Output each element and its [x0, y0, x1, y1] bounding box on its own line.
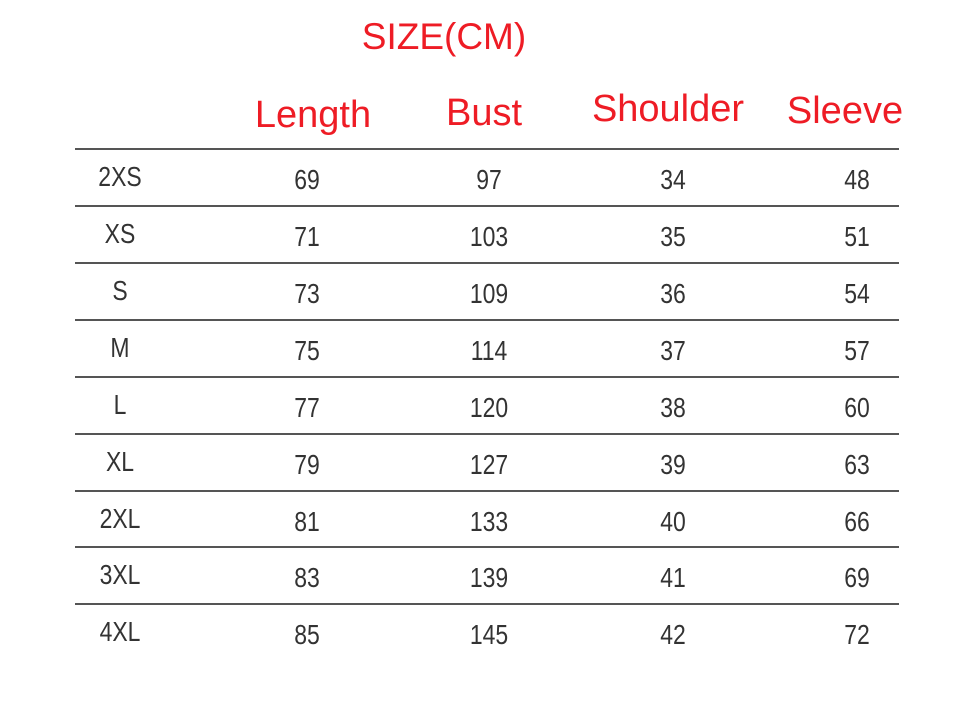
size-label: 4XL: [99, 616, 141, 647]
header-shoulder: Shoulder: [591, 88, 745, 130]
row-divider: [75, 319, 899, 321]
measurement-sleeve: 51: [844, 221, 870, 252]
measurement-sleeve: 72: [844, 619, 870, 650]
row-divider: [75, 376, 899, 378]
measurement-shoulder: 37: [660, 335, 686, 366]
measurement-shoulder: 39: [660, 449, 686, 480]
measurement-bust: 103: [469, 221, 509, 252]
measurement-sleeve: 63: [844, 449, 870, 480]
header-length: Length: [254, 94, 372, 136]
measurement-shoulder: 40: [660, 506, 686, 537]
measurement-length: 71: [294, 221, 320, 252]
row-divider: [75, 262, 899, 264]
size-label: M: [110, 332, 130, 363]
size-label: XS: [104, 218, 136, 249]
row-divider: [75, 546, 899, 548]
measurement-shoulder: 35: [660, 221, 686, 252]
measurement-bust: 145: [469, 619, 509, 650]
size-label: 3XL: [99, 559, 141, 590]
header-bust: Bust: [445, 92, 523, 134]
row-divider: [75, 433, 899, 435]
measurement-sleeve: 66: [844, 506, 870, 537]
measurement-shoulder: 34: [660, 164, 686, 195]
measurement-sleeve: 48: [844, 164, 870, 195]
measurement-length: 81: [294, 506, 320, 537]
measurement-length: 83: [294, 562, 320, 593]
measurement-shoulder: 36: [660, 278, 686, 309]
measurement-shoulder: 38: [660, 392, 686, 423]
measurement-length: 79: [294, 449, 320, 480]
measurement-length: 69: [294, 164, 320, 195]
measurement-bust: 127: [469, 449, 509, 480]
measurement-length: 73: [294, 278, 320, 309]
measurement-sleeve: 57: [844, 335, 870, 366]
measurement-bust: 97: [476, 164, 502, 195]
measurement-shoulder: 41: [660, 562, 686, 593]
measurement-bust: 114: [470, 335, 508, 366]
measurement-length: 75: [294, 335, 320, 366]
size-label: L: [113, 389, 127, 420]
header-sleeve: Sleeve: [786, 90, 904, 132]
measurement-bust: 120: [469, 392, 509, 423]
size-label: S: [112, 275, 128, 306]
size-label: XL: [105, 446, 135, 477]
measurement-length: 85: [294, 619, 320, 650]
measurement-length: 77: [294, 392, 320, 423]
measurement-bust: 133: [469, 506, 509, 537]
row-divider: [75, 205, 899, 207]
measurement-shoulder: 42: [660, 619, 686, 650]
measurement-bust: 109: [469, 278, 509, 309]
row-divider: [75, 490, 899, 492]
chart-title: SIZE(CM): [361, 16, 527, 57]
row-divider: [75, 603, 899, 605]
measurement-sleeve: 60: [844, 392, 870, 423]
measurement-sleeve: 54: [844, 278, 870, 309]
size-label: 2XL: [99, 503, 141, 534]
row-divider: [75, 148, 899, 150]
measurement-bust: 139: [469, 562, 509, 593]
measurement-sleeve: 69: [844, 562, 870, 593]
size-label: 2XS: [98, 161, 142, 192]
